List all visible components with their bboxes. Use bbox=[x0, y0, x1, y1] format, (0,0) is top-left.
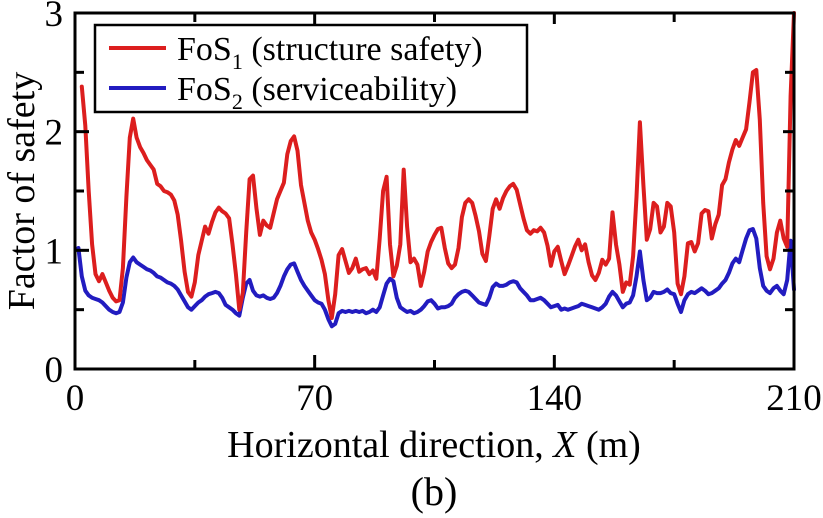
x-axis-label-unit: (m) bbox=[576, 424, 640, 466]
x-tick-label: 70 bbox=[296, 378, 333, 419]
tick-labels: 0 70 140 210 0 1 2 3 bbox=[45, 0, 822, 419]
series-line-2 bbox=[76, 227, 796, 329]
y-axis-label: Factor of safety bbox=[1, 72, 43, 310]
x-axis-label: Horizontal direction, X (m) bbox=[227, 424, 641, 466]
y-tick-label: 3 bbox=[45, 0, 64, 35]
x-axis-label-prefix: Horizontal direction, bbox=[227, 424, 553, 466]
plot-frame bbox=[73, 11, 796, 371]
subfigure-caption: (b) bbox=[411, 469, 458, 514]
legend-label-fos1: FoS1 (structure safety) bbox=[177, 31, 483, 74]
legend: FoS1 (structure safety) FoS2 (serviceabi… bbox=[93, 23, 529, 114]
legend-box bbox=[93, 23, 529, 114]
y-tick-label: 2 bbox=[45, 113, 64, 154]
x-axis-label-variable: X bbox=[551, 424, 578, 466]
x-tick-label: 0 bbox=[66, 378, 85, 419]
x-tick-label: 210 bbox=[766, 378, 822, 419]
x-tick-label: 140 bbox=[527, 378, 583, 419]
axis-ticks bbox=[73, 11, 796, 371]
y-tick-label: 0 bbox=[45, 350, 64, 391]
series-lines bbox=[76, 11, 796, 329]
legend-label-fos2: FoS2 (serviceability) bbox=[177, 71, 457, 114]
y-tick-label: 1 bbox=[45, 231, 64, 272]
series-line-1 bbox=[79, 11, 796, 320]
